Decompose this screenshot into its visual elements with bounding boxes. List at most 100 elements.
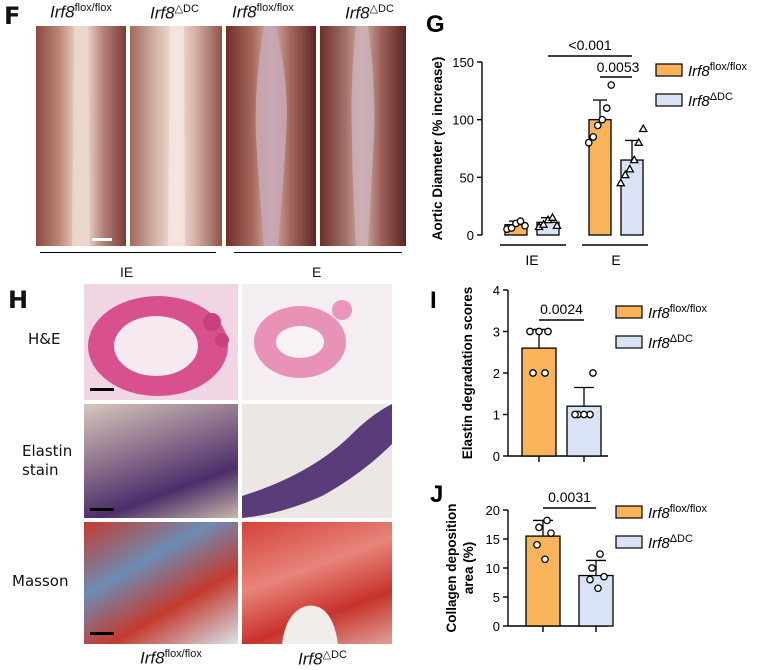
- aorta-photo-e-dc: [320, 26, 406, 246]
- y-tick-label: 1: [493, 408, 500, 423]
- panel-letter-f: F: [4, 2, 21, 30]
- data-point: [521, 221, 529, 230]
- photo-header-2: Irf8△DC: [150, 3, 199, 23]
- panel-letter: J: [430, 481, 443, 508]
- data-point: [620, 169, 630, 179]
- data-point: [533, 540, 541, 549]
- y-tick-label: 100: [452, 113, 474, 128]
- y-axis-label: Collagen deposition area (%): [444, 503, 476, 632]
- y-tick-label: 5: [493, 590, 500, 605]
- y-tick-label: 0: [467, 228, 474, 243]
- y-tick-label: 15: [486, 532, 500, 547]
- data-point: [607, 81, 616, 89]
- he-image-dc: [242, 284, 392, 400]
- data-point: [600, 572, 608, 581]
- data-point: [535, 523, 543, 532]
- he-tissue: [254, 300, 352, 378]
- data-point: [584, 138, 593, 147]
- data-point: [535, 327, 543, 336]
- aorta-photo-ie-flox: [36, 26, 126, 246]
- bar: [525, 535, 561, 627]
- data-point: [616, 177, 626, 187]
- data-point: [594, 584, 602, 593]
- chart-g: G 0 50 100 150 Aortic Diameter (% increase) IE…: [426, 11, 747, 268]
- masson-image-flox: [84, 522, 238, 644]
- y-tick-label: 10: [486, 561, 500, 576]
- he-tissue: [88, 296, 229, 396]
- aorta-photo-ie-dc: [130, 26, 222, 246]
- legend-swatch: [655, 93, 683, 107]
- category-label: E: [611, 252, 620, 268]
- elastin-image-flox: [84, 404, 238, 518]
- legend-label: Irf8flox/flox: [648, 503, 707, 522]
- panel-letter: G: [426, 11, 445, 38]
- sig-label: 0.0053: [597, 59, 640, 75]
- data-point: [547, 529, 555, 538]
- data-point: [589, 133, 598, 141]
- legend-label: Irf8ΔDC: [648, 333, 693, 352]
- row-label-elastin: Elastin stain: [22, 442, 73, 479]
- data-point: [526, 327, 534, 336]
- category-label: IE: [525, 252, 538, 268]
- y-axis-label: Aortic Diameter (% increase): [430, 57, 445, 241]
- y-axis-label: Elastin degradation scores: [460, 287, 475, 460]
- group-line-ie: [40, 252, 216, 253]
- photo-header-1: Irf8flox/flox: [50, 2, 112, 22]
- data-point: [586, 575, 594, 584]
- aorta-photo-e-flox: [226, 26, 316, 246]
- y-tick-label: 20: [486, 503, 500, 518]
- data-point: [598, 115, 607, 124]
- scale-bar: [90, 508, 114, 511]
- legend-label: Irf8ΔDC: [688, 91, 733, 110]
- y-tick-label: 0: [493, 449, 500, 464]
- legend-swatch: [615, 535, 643, 549]
- panel-letter: I: [430, 287, 437, 314]
- data-point: [507, 224, 516, 232]
- row-label-masson: Masson: [12, 572, 69, 590]
- scale-bar: [90, 632, 114, 635]
- data-point: [538, 219, 549, 228]
- data-point: [552, 220, 562, 230]
- y-tick-label: 0: [493, 619, 500, 634]
- elastin-tissue: [90, 508, 114, 511]
- y-tick-label: 3: [493, 325, 500, 340]
- scale-bar: [92, 238, 112, 241]
- legend-label: Irf8ΔDC: [648, 533, 693, 552]
- data-point: [593, 121, 602, 130]
- y-tick-label: 150: [452, 55, 474, 70]
- he-image-flox: [84, 284, 238, 400]
- y-tick-label: 4: [493, 283, 500, 298]
- aorta-shape: [72, 26, 112, 246]
- y-tick-label: 50: [460, 170, 474, 185]
- legend-swatch: [615, 305, 643, 319]
- aorta-shape: [351, 26, 375, 246]
- scale-bar: [90, 388, 114, 391]
- legend-label: Irf8flox/flox: [648, 303, 707, 322]
- aorta-shape: [255, 26, 287, 246]
- elastin-tissue: [242, 404, 392, 518]
- data-point: [589, 369, 597, 377]
- legend-label: Irf8flox/flox: [688, 61, 747, 80]
- aorta-shape: [168, 26, 185, 246]
- masson-tissue: [90, 632, 114, 635]
- group-line-e: [234, 252, 402, 253]
- data-point: [602, 104, 611, 112]
- data-point: [547, 212, 558, 221]
- data-point: [541, 369, 549, 377]
- data-point: [580, 410, 588, 419]
- masson-tissue: [282, 605, 338, 644]
- chart-i: I 0 1 2 3 4 Elastin degradation scores 0.0024 Ir…: [430, 283, 707, 464]
- sig-label: 0.0024: [540, 301, 583, 317]
- chart-j: J 0 5 10 15 20 Collagen deposition area (%) 0.00…: [430, 481, 707, 634]
- legend-swatch: [615, 335, 643, 349]
- bar: [578, 574, 614, 627]
- data-point: [571, 410, 579, 419]
- data-point: [596, 550, 604, 558]
- sig-label: <0.001: [568, 37, 611, 53]
- data-point: [629, 154, 639, 164]
- data-point: [544, 327, 552, 336]
- sig-label: 0.0031: [548, 489, 591, 505]
- photo-header-3: Irf8flox/flox: [232, 2, 294, 22]
- elastin-image-dc: [242, 404, 392, 518]
- data-point: [529, 369, 537, 377]
